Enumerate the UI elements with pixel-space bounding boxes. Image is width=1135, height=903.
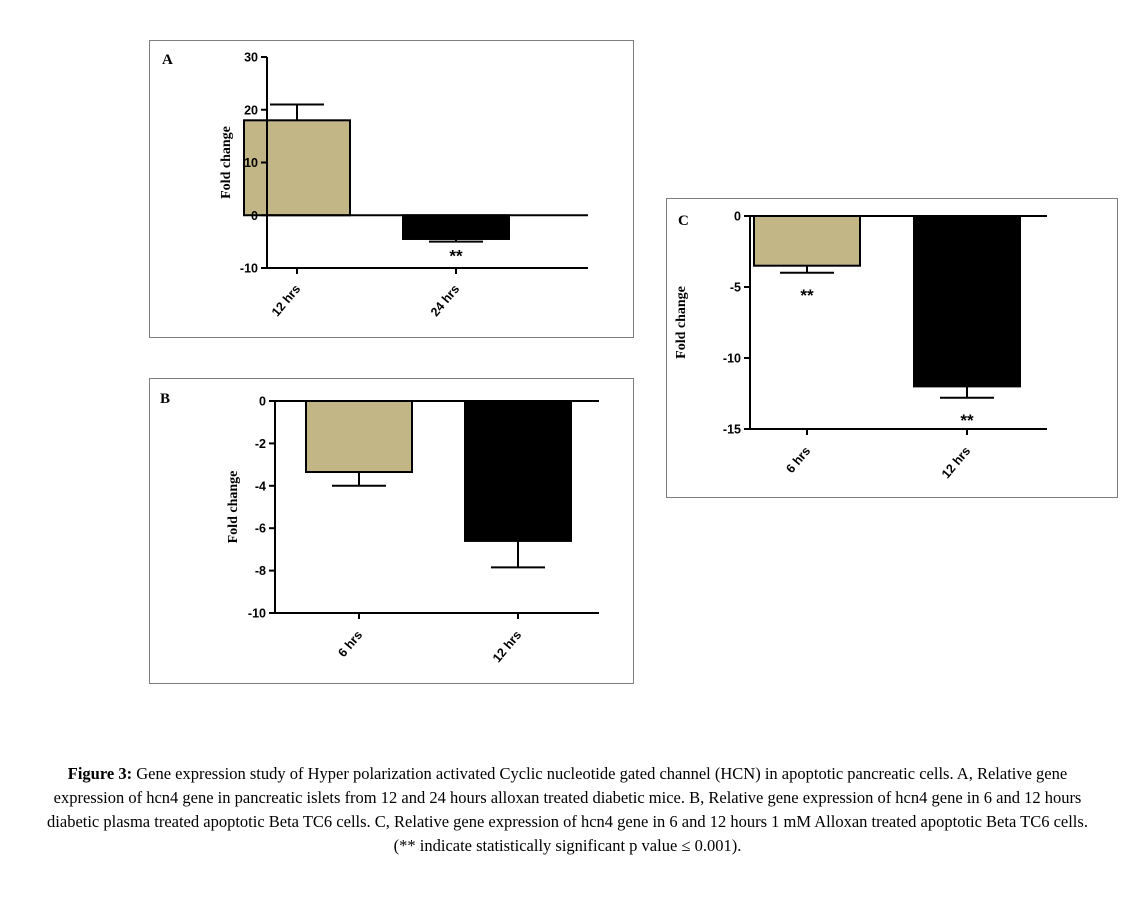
y-tick-label: 0 — [251, 209, 258, 223]
y-tick-label: 0 — [734, 210, 741, 224]
y-tick-label: -10 — [240, 262, 258, 276]
panel-label: C — [678, 213, 689, 229]
bar — [305, 400, 413, 474]
bar — [243, 119, 351, 217]
bar — [753, 215, 861, 267]
y-tick-label: -2 — [255, 437, 266, 451]
x-tick-label: 12 hrs — [269, 282, 303, 319]
y-tick-label: -8 — [255, 564, 266, 578]
y-tick-label: 20 — [244, 103, 258, 117]
caption-label: Figure 3: — [67, 764, 133, 783]
significance-mark: ** — [960, 411, 974, 430]
panel-c: C Fold change ** ** -15 -10 -5 0 6 hrs 12 hrs — [666, 198, 1118, 498]
x-tick-label: 6 hrs — [783, 444, 813, 476]
bar — [913, 215, 1021, 388]
panel-label: A — [162, 52, 173, 68]
panel-a: A Fold change ** -10 0 10 20 30 12 hrs 24 hrs — [149, 40, 634, 338]
x-tick-label: 12 hrs — [939, 444, 973, 481]
figure-caption: Figure 3: Gene expression study of Hyper… — [40, 762, 1095, 858]
chart-c: C Fold change ** ** -15 -10 -5 0 6 hrs 12 hrs — [674, 210, 1047, 481]
y-axis-label: Fold change — [226, 471, 241, 544]
y-axis-label: Fold change — [674, 286, 689, 359]
caption-text: Gene expression study of Hyper polarizat… — [47, 764, 1088, 855]
panel-b: B Fold change -10 -8 -6 -4 -2 0 6 hrs 12 hrs — [149, 378, 634, 684]
significance-mark: ** — [449, 247, 463, 266]
y-tick-label: -15 — [723, 423, 741, 437]
y-tick-label: 0 — [259, 395, 266, 409]
y-tick-label: -10 — [723, 352, 741, 366]
bar — [402, 214, 510, 240]
x-tick-label: 12 hrs — [490, 628, 524, 665]
y-tick-label: -5 — [730, 281, 741, 295]
y-tick-label: 30 — [244, 51, 258, 65]
significance-mark: ** — [800, 286, 814, 305]
y-tick-label: -4 — [255, 479, 266, 493]
x-tick-label: 24 hrs — [428, 282, 462, 319]
y-tick-label: -6 — [255, 522, 266, 536]
y-tick-label: 10 — [244, 156, 258, 170]
y-axis-label: Fold change — [219, 126, 234, 199]
chart-a: A Fold change ** -10 0 10 20 30 12 hrs 24 hrs — [162, 51, 588, 319]
y-tick-label: -10 — [248, 607, 266, 621]
x-tick-label: 6 hrs — [335, 628, 365, 660]
panel-label: B — [160, 391, 170, 407]
bar — [464, 400, 572, 542]
chart-b: B Fold change -10 -8 -6 -4 -2 0 6 hrs 12 hrs — [160, 391, 599, 665]
